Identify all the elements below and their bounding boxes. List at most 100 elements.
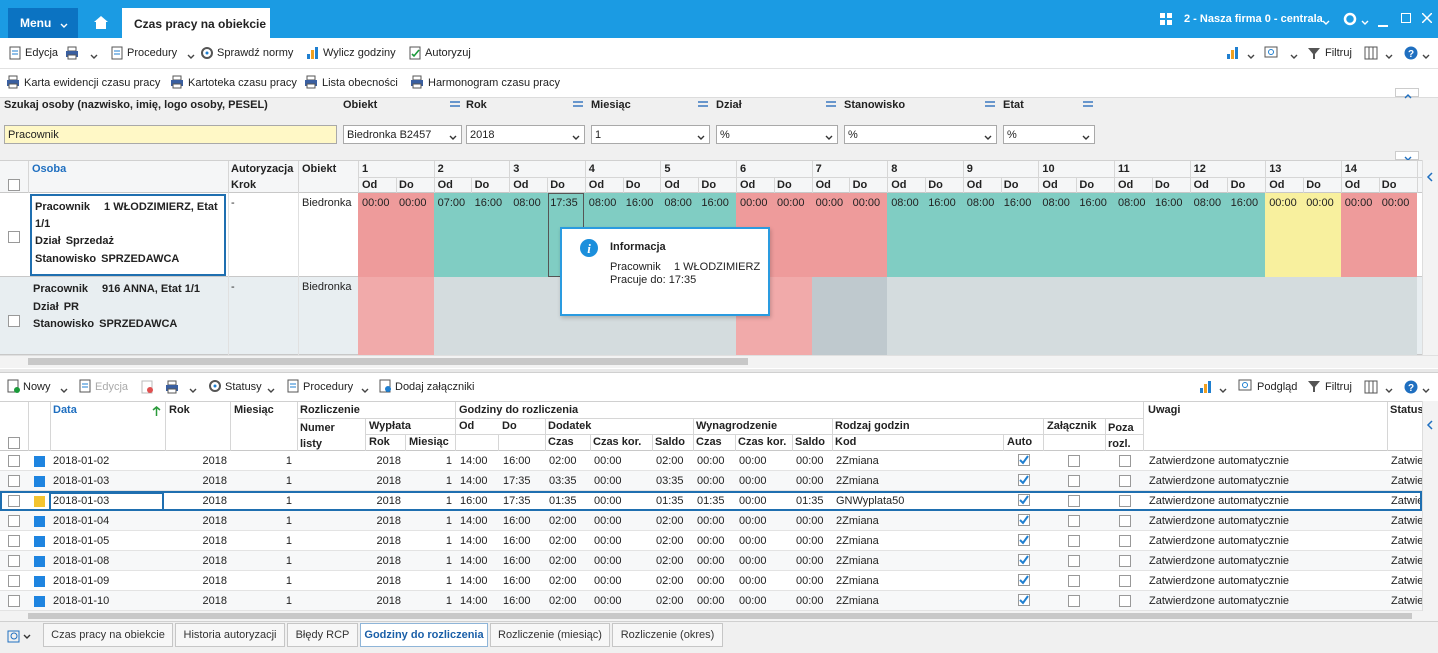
row-checkbox[interactable] <box>8 535 20 547</box>
outside-checkbox[interactable] <box>1119 555 1131 567</box>
bottom-tab[interactable]: Historia autoryzacji <box>175 623 285 647</box>
icon <box>170 75 184 89</box>
schedule-cell[interactable] <box>1114 277 1191 355</box>
table-row[interactable]: 2018-01-03 2018 1 2018 1 14:00 17:35 03:35 00:00… <box>0 471 1422 491</box>
row-checkbox[interactable] <box>8 575 20 587</box>
expand-button[interactable] <box>1395 151 1419 161</box>
report-button[interactable]: Karta ewidencji czasu pracy <box>6 75 176 93</box>
schedule-cell[interactable] <box>1265 277 1342 355</box>
schedule-cell[interactable]: 08:00 16:00 <box>1038 193 1115 277</box>
table-row[interactable]: 2018-01-03 2018 1 2018 1 16:00 17:35 01:35 00:00… <box>0 491 1422 511</box>
table-row[interactable]: 2018-01-08 2018 1 2018 1 14:00 16:00 02:00 00:00… <box>0 551 1422 571</box>
splitter[interactable] <box>0 369 1438 373</box>
schedule-cell[interactable]: 08:00 16:00 <box>962 193 1039 277</box>
schedule-cell[interactable]: 00:00 00:00 <box>1340 193 1417 277</box>
outside-checkbox[interactable] <box>1119 495 1131 507</box>
schedule-cell[interactable] <box>962 277 1039 355</box>
schedule-cell[interactable] <box>1340 277 1417 355</box>
attachment-checkbox[interactable] <box>1068 555 1080 567</box>
grid-line <box>165 402 166 452</box>
schedule-cell[interactable]: 00:00 00:00 <box>811 193 888 277</box>
report-button[interactable]: Harmonogram czasu pracy <box>410 75 580 93</box>
outside-checkbox[interactable] <box>1119 535 1131 547</box>
outside-checkbox[interactable] <box>1119 575 1131 587</box>
table-row[interactable]: 2018-01-09 2018 1 2018 1 14:00 16:00 02:00 00:00… <box>0 571 1422 591</box>
schedule-cell[interactable] <box>887 277 964 355</box>
report-button[interactable]: Lista obecności <box>304 75 474 93</box>
filter-input[interactable]: % <box>1003 125 1095 144</box>
cell-date: 2018-01-04 <box>53 515 110 527</box>
attachment-checkbox[interactable] <box>1068 535 1080 547</box>
company-selector[interactable]: 2 - Nasza firma 0 - centrala <box>1184 13 1323 25</box>
schedule-cell[interactable]: 08:00 16:00 <box>1114 193 1191 277</box>
table-row[interactable]: 2018-01-05 2018 1 2018 1 14:00 16:00 02:00 00:00… <box>0 531 1422 551</box>
table-row[interactable]: 2018-01-10 2018 1 2018 1 14:00 16:00 02:00 00:00… <box>0 591 1422 611</box>
chevron <box>984 132 992 140</box>
row-checkbox[interactable] <box>8 495 20 507</box>
filter-input[interactable]: Pracownik <box>4 125 337 144</box>
select-all-checkbox[interactable] <box>8 179 20 191</box>
row-checkbox[interactable] <box>8 555 20 567</box>
outside-checkbox[interactable] <box>1119 475 1131 487</box>
collapse-button[interactable] <box>1395 88 1419 99</box>
schedule-cell[interactable]: 00:00 00:00 <box>358 193 435 277</box>
attachment-checkbox[interactable] <box>1068 575 1080 587</box>
toolbar-button-label: Edycja <box>95 381 129 393</box>
bottom-tab[interactable]: Czas pracy na obiekcie <box>43 623 173 647</box>
filter-button[interactable]: Filtruj <box>1307 379 1367 397</box>
menu-button[interactable]: Menu <box>8 8 78 38</box>
bottom-tab[interactable]: Godziny do rozliczenia <box>360 623 488 647</box>
row-checkbox[interactable] <box>8 475 20 487</box>
table-row[interactable]: 2018-01-04 2018 1 2018 1 14:00 16:00 02:00 00:00… <box>0 511 1422 531</box>
attachment-checkbox[interactable] <box>1068 515 1080 527</box>
select-all-checkbox[interactable] <box>8 437 20 449</box>
grid-line <box>405 434 406 452</box>
cell-pay-time: 00:00 <box>697 475 725 487</box>
schedule-cell[interactable]: 08:00 16:00 <box>887 193 964 277</box>
preview-button[interactable]: Podgląd <box>1238 379 1304 397</box>
grid-line <box>792 434 793 452</box>
schedule-cell[interactable] <box>1038 277 1115 355</box>
from-header: Od <box>513 179 529 191</box>
cell-note: Zatwierdzone automatycznie <box>1149 535 1290 547</box>
cell-month: 1 <box>285 515 292 527</box>
row-checkbox[interactable] <box>8 515 20 527</box>
filter-input[interactable]: % <box>844 125 997 144</box>
toolbar-button-label: Statusy <box>225 381 262 393</box>
attachment-checkbox[interactable] <box>1068 495 1080 507</box>
schedule-cell[interactable] <box>358 277 435 355</box>
row-checkbox[interactable] <box>8 455 20 467</box>
schedule-cell[interactable]: 07:00 16:00 <box>433 193 510 277</box>
attachment-checkbox[interactable] <box>1068 475 1080 487</box>
table-row[interactable]: 2018-01-02 2018 1 2018 1 14:00 16:00 02:00 00:00… <box>0 451 1422 471</box>
filter-input[interactable]: % <box>716 125 838 144</box>
row-checkbox[interactable] <box>8 231 20 243</box>
filter-button[interactable]: Filtruj <box>1307 45 1367 63</box>
attachment-checkbox[interactable] <box>1068 455 1080 467</box>
row-checkbox[interactable] <box>8 595 20 607</box>
bottom-tab[interactable]: Rozliczenie (okres) <box>612 623 723 647</box>
outside-checkbox[interactable] <box>1119 515 1131 527</box>
outside-checkbox[interactable] <box>1119 595 1131 607</box>
schedule-row[interactable]: Pracownik 916 ANNA, Etat 1/1 Dział PR Stanow… <box>0 277 1422 355</box>
outside-checkbox[interactable] <box>1119 455 1131 467</box>
schedule-cell[interactable]: 00:00 00:00 <box>1265 193 1342 277</box>
cell-add-balance: 02:00 <box>656 555 684 567</box>
person-label: Stanowisko <box>33 318 95 330</box>
document-tab[interactable]: Czas pracy na obiekcie <box>122 8 270 38</box>
attachment-checkbox[interactable] <box>1068 595 1080 607</box>
schedule-cell[interactable]: 08:00 16:00 <box>1189 193 1266 277</box>
schedule-cell[interactable] <box>811 277 888 355</box>
schedule-cell[interactable] <box>433 277 510 355</box>
report-button[interactable]: Kartoteka czasu pracy <box>170 75 340 93</box>
schedule-cell[interactable] <box>1189 277 1266 355</box>
filter-input[interactable]: 2018 <box>466 125 585 144</box>
row-checkbox[interactable] <box>8 315 20 327</box>
filter-input[interactable]: 1 <box>591 125 710 144</box>
close-button <box>1421 12 1433 24</box>
schedule-row[interactable]: Pracownik 1 WŁODZIMIERZ, Etat 1/1 Dział Spr… <box>0 193 1422 277</box>
bottom-tab[interactable]: Błędy RCP <box>287 623 358 647</box>
bottom-tab-label: Czas pracy na obiekcie <box>51 629 165 641</box>
bottom-tab[interactable]: Rozliczenie (miesiąc) <box>490 623 610 647</box>
filter-input[interactable]: Biedronka B2457 <box>343 125 462 144</box>
